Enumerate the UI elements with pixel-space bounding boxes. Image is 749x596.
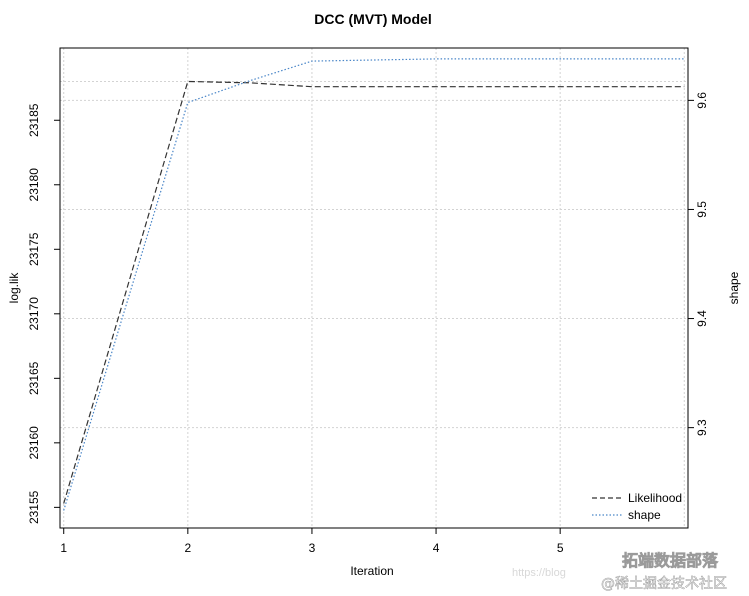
chart-title: DCC (MVT) Model: [314, 11, 431, 27]
brand-logo-icon: [593, 550, 619, 573]
x-tick-label: 4: [433, 541, 440, 555]
x-axis: 1 2 3 4 5: [60, 528, 564, 555]
x-axis-label: Iteration: [350, 564, 393, 578]
x-tick-label: 1: [60, 541, 67, 555]
watermark: https://blog 拓端数据部落 @稀土掘金技术社区: [512, 550, 727, 592]
left-tick-label: 23180: [27, 168, 41, 202]
left-tick-label: 23155: [27, 490, 41, 524]
right-axis: 9.3 9.4 9.5 9.6: [688, 92, 709, 436]
left-axis: 23155 23160 23165 23170 23175 23180 23185: [27, 103, 60, 524]
legend-label-likelihood: Likelihood: [628, 491, 682, 505]
right-tick-label: 9.3: [695, 419, 709, 436]
right-axis-label: shape: [727, 271, 741, 304]
left-tick-label: 23185: [27, 103, 41, 137]
x-tick-label: 2: [184, 541, 191, 555]
series-layer: [63, 58, 685, 511]
x-tick-label: 3: [309, 541, 316, 555]
watermark-brand: 拓端数据部落: [622, 551, 719, 570]
watermark-community: @稀土掘金技术社区: [601, 576, 727, 592]
legend-label-shape: shape: [628, 508, 661, 522]
right-tick-label: 9.6: [695, 92, 709, 109]
watermark-url: https://blog: [512, 567, 566, 579]
x-tick-label: 5: [557, 541, 564, 555]
plot-frame: [59, 47, 689, 529]
left-tick-label: 23165: [27, 361, 41, 395]
legend: Likelihood shape: [592, 491, 682, 522]
series-line-shape: [63, 58, 685, 511]
left-axis-label: log.lik: [7, 272, 21, 304]
series-line-likelihood: [63, 80, 685, 504]
left-tick-label: 23170: [27, 297, 41, 331]
left-tick-label: 23175: [27, 232, 41, 266]
right-tick-label: 9.4: [695, 310, 709, 327]
left-tick-label: 23160: [27, 426, 41, 460]
right-tick-label: 9.5: [695, 201, 709, 218]
grid: [60, 48, 688, 528]
